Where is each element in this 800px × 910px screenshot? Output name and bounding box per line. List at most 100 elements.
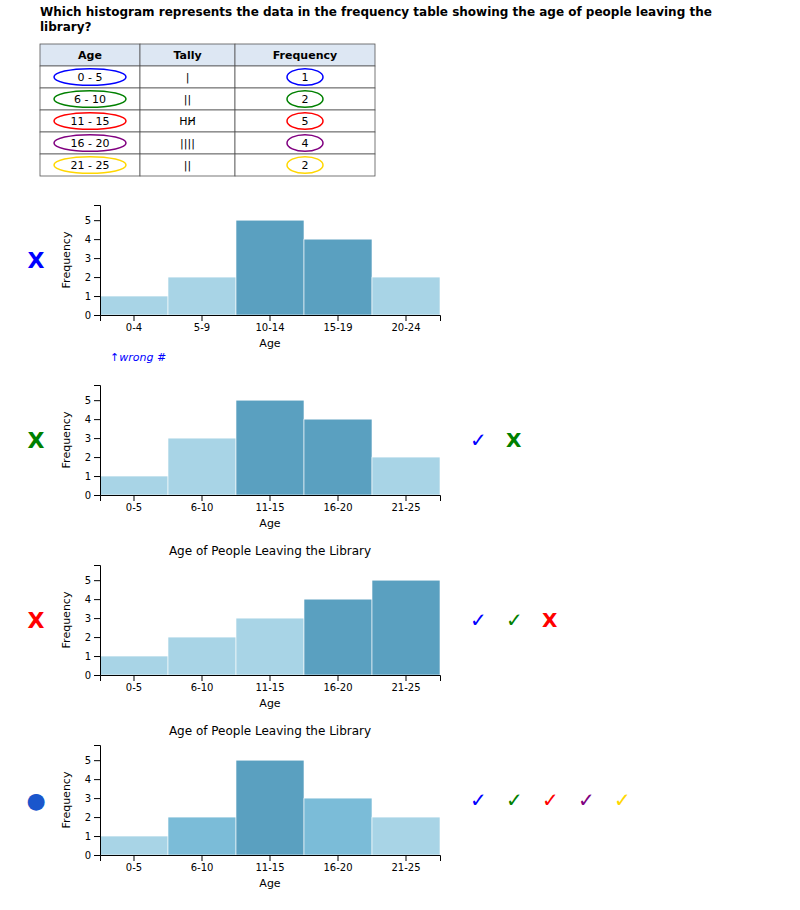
x-tick-mark	[202, 675, 203, 681]
histogram: 0-45-910-1415-1920-24012345AgeFrequencyX…	[28, 206, 441, 365]
bar	[304, 419, 372, 495]
y-tick-label: 3	[85, 253, 91, 264]
x-tick-mark	[338, 315, 339, 321]
y-tick: 3	[85, 613, 100, 624]
x-tick-mark	[202, 315, 203, 321]
y-tick: 2	[85, 272, 100, 283]
bar	[100, 476, 168, 495]
x-tick-mark	[406, 495, 407, 501]
x-tick-mark	[134, 315, 135, 321]
y-tick-mark	[94, 817, 100, 818]
table-header: Age	[78, 49, 102, 62]
x-tick-mark	[270, 315, 271, 321]
x-tick-mark	[270, 675, 271, 681]
x-tick: 0-5	[126, 675, 142, 693]
x-tick-mark	[338, 495, 339, 501]
check-mark: ✓	[542, 788, 559, 812]
y-tick-label: 4	[85, 414, 91, 425]
x-tick-mark	[406, 315, 407, 321]
y-tick-label: 5	[85, 395, 91, 406]
bar	[100, 656, 168, 675]
answer-marker: X	[28, 608, 45, 633]
x-tick-label: 5-9	[194, 322, 210, 333]
table-header: Frequency	[273, 49, 337, 62]
check-mark: ✓	[470, 428, 487, 452]
x-tick-label: 6-10	[191, 862, 214, 873]
x-tick-label: 15-19	[323, 322, 352, 333]
table-cell-text: 1	[302, 71, 309, 84]
y-tick: 4	[85, 414, 100, 425]
cell-circle	[54, 135, 126, 152]
y-axis-title: Frequency	[60, 591, 73, 648]
y-tick-label: 0	[85, 850, 91, 861]
table-cell	[40, 154, 140, 176]
y-tick: 1	[85, 831, 100, 842]
y-axis-line	[94, 206, 101, 316]
table-cell	[235, 66, 375, 88]
question-text: library?	[40, 20, 92, 34]
answer-marker: ●	[26, 788, 45, 813]
y-tick-label: 4	[85, 594, 91, 605]
y-tick: 4	[85, 234, 100, 245]
bar	[304, 239, 372, 315]
y-tick-label: 0	[85, 490, 91, 501]
y-axis-title: Frequency	[60, 411, 73, 468]
x-tick: 11-15	[255, 855, 284, 873]
check-mark: X	[542, 608, 558, 632]
y-tick-label: 1	[85, 831, 91, 842]
y-tick-mark	[94, 599, 100, 600]
cell-circle	[54, 91, 126, 108]
y-tick-label: 2	[85, 812, 91, 823]
x-tick-label: 21-25	[391, 502, 420, 513]
x-tick-label: 16-20	[323, 682, 352, 693]
bars	[100, 400, 440, 495]
x-axis-line	[101, 856, 441, 862]
y-tick-mark	[94, 855, 100, 856]
check-mark: ✓	[578, 788, 595, 812]
y-axis-title: Frequency	[60, 231, 73, 288]
cell-circle	[54, 157, 126, 174]
x-tick: 21-25	[391, 495, 420, 513]
y-tick-mark	[94, 476, 100, 477]
x-tick-mark	[270, 855, 271, 861]
table-cell-text: 5	[302, 115, 309, 128]
y-tick-label: 2	[85, 272, 91, 283]
question-text: Which histogram represents the data in t…	[40, 5, 712, 19]
table-cell-text: HH̸	[179, 115, 196, 128]
table-cell-text: 16 - 20	[71, 137, 110, 150]
y-tick-label: 5	[85, 755, 91, 766]
table-cell-text: |	[186, 71, 190, 84]
x-tick-mark	[406, 855, 407, 861]
bar	[372, 817, 440, 855]
check-mark: X	[506, 428, 522, 452]
y-axis: 012345	[85, 746, 101, 861]
x-tick-label: 0-5	[126, 502, 142, 513]
y-tick-mark	[94, 779, 100, 780]
x-tick: 5-9	[194, 315, 210, 333]
check-mark: ✓	[506, 788, 523, 812]
table-cell	[140, 88, 235, 110]
y-tick-label: 4	[85, 774, 91, 785]
x-axis-line	[101, 316, 441, 322]
bar	[236, 220, 304, 315]
y-tick: 3	[85, 253, 100, 264]
y-axis-line	[94, 746, 101, 856]
y-tick: 5	[85, 575, 100, 586]
y-tick-mark	[94, 760, 100, 761]
x-tick: 16-20	[323, 495, 352, 513]
x-tick-label: 16-20	[323, 862, 352, 873]
x-tick-label: 6-10	[191, 502, 214, 513]
bar	[100, 296, 168, 315]
x-tick: 0-5	[126, 855, 142, 873]
x-tick-mark	[338, 675, 339, 681]
bar	[168, 637, 236, 675]
x-axis-title: Age	[259, 517, 281, 530]
check-mark: ✓	[506, 608, 523, 632]
note: ↑wrong #	[110, 351, 166, 364]
y-tick-mark	[94, 656, 100, 657]
x-tick-mark	[202, 495, 203, 501]
x-tick: 0-5	[126, 495, 142, 513]
x-tick: 6-10	[191, 855, 214, 873]
table-cell	[40, 88, 140, 110]
bar	[168, 438, 236, 495]
